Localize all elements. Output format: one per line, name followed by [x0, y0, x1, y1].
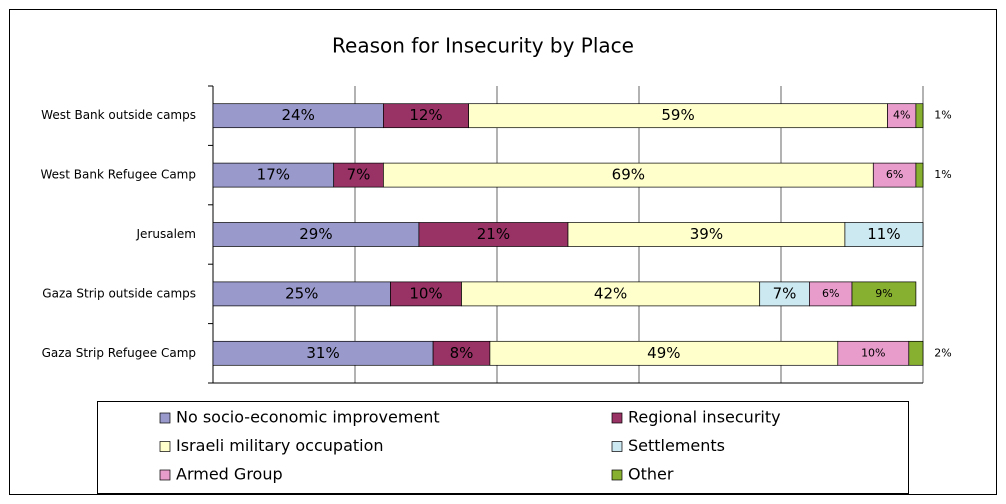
data-label: 11%: [867, 225, 900, 243]
data-label: 7%: [773, 284, 797, 302]
y-tick-label: Gaza Strip Refugee Camp: [42, 346, 196, 360]
data-label: 29%: [299, 225, 332, 243]
data-label: 8%: [450, 344, 474, 362]
legend-swatch: [159, 412, 171, 424]
data-label: 6%: [886, 168, 903, 181]
legend-label: Settlements: [628, 436, 725, 455]
y-tick-label: West Bank outside camps: [41, 108, 196, 122]
bar-segment: [908, 340, 924, 366]
bar-segment: [212, 281, 391, 307]
legend-swatch: [611, 412, 623, 424]
bar-segment: [461, 281, 761, 307]
data-label: 49%: [647, 344, 680, 362]
bar-segment: [212, 222, 420, 247]
legend-swatch: [611, 441, 623, 452]
data-label: 1%: [934, 168, 951, 181]
data-label: 2%: [934, 346, 951, 359]
y-tick-label: Gaza Strip outside camps: [42, 286, 196, 300]
legend-label: No socio-economic improvement: [176, 408, 440, 427]
bar-segment: [212, 103, 384, 129]
data-label: 7%: [347, 166, 371, 184]
legend-swatch: [159, 441, 171, 452]
bar-segment: [759, 281, 810, 307]
bar-segment: [844, 222, 924, 247]
data-label: 21%: [477, 225, 510, 243]
legend-label: Armed Group: [176, 465, 283, 484]
y-tick-label: West Bank Refugee Camp: [40, 168, 196, 182]
data-label: 6%: [822, 287, 839, 300]
data-label: 1%: [934, 109, 951, 122]
data-label: 4%: [893, 109, 910, 122]
bar-segment: [567, 222, 846, 247]
legend-label: Other: [628, 465, 674, 484]
data-label: 59%: [661, 106, 694, 124]
legend-swatch: [611, 469, 623, 481]
bar-segment: [887, 103, 917, 129]
bar-segment: [212, 162, 335, 188]
legend-label: Regional insecurity: [628, 408, 781, 427]
bar-segment: [418, 222, 569, 247]
y-tick-label: Jerusalem: [136, 227, 196, 241]
data-label: 39%: [690, 225, 723, 243]
legend-swatch: [159, 469, 171, 481]
bar-segment: [390, 281, 462, 307]
data-label: 31%: [306, 344, 339, 362]
data-label: 17%: [257, 166, 290, 184]
bar-segment: [383, 162, 874, 188]
data-label: 10%: [861, 346, 885, 359]
bar-segment: [872, 162, 917, 188]
chart-title: Reason for Insecurity by Place: [332, 34, 634, 58]
data-label: 42%: [594, 284, 627, 302]
bar-segment: [212, 340, 434, 366]
data-label: 24%: [282, 106, 315, 124]
data-label: 9%: [875, 287, 892, 300]
legend-label: Israeli military occupation: [176, 436, 384, 455]
data-label: 69%: [612, 166, 645, 184]
bar-segment: [837, 340, 910, 366]
data-label: 10%: [409, 284, 442, 302]
bar-segment: [915, 103, 924, 129]
bar-segment: [851, 281, 917, 307]
bar-segment: [489, 340, 839, 366]
data-label: 25%: [285, 284, 318, 302]
bar-segment: [333, 162, 384, 188]
legend-box: [97, 401, 909, 494]
bar-segment: [915, 162, 924, 188]
data-label: 12%: [409, 106, 442, 124]
